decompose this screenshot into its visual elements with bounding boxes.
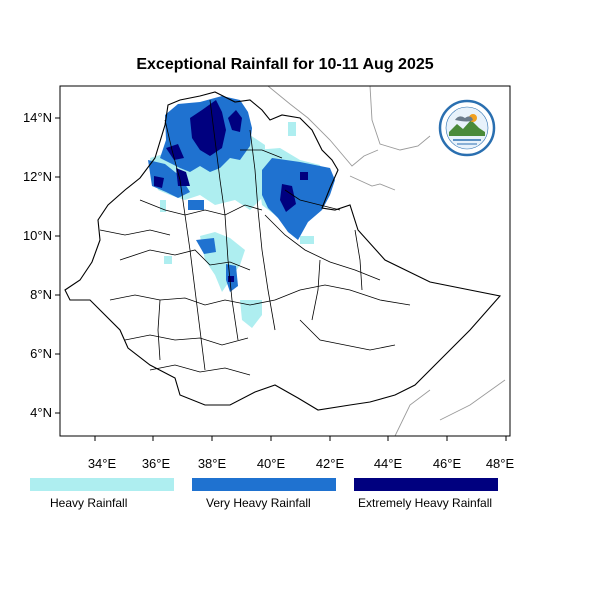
meteorology-institute-logo [438,99,496,157]
axis-ticks [55,117,507,441]
x-tick-label: 34°E [88,456,117,471]
y-tick-label: 12°N [23,169,52,184]
map-frame [59,85,511,437]
x-tick-label: 36°E [142,456,171,471]
y-tick-label: 4°N [30,405,52,420]
legend-swatch-very-heavy [192,478,336,491]
neighbor-borders [267,86,506,436]
y-tick-labels: 14°N 12°N 10°N 8°N 6°N 4°N [23,110,52,420]
legend-swatch-heavy [30,478,174,491]
y-tick-label: 8°N [30,287,52,302]
legend-label-very-heavy: Very Heavy Rainfall [206,496,311,510]
x-tick-label: 40°E [257,456,286,471]
map-title: Exceptional Rainfall for 10-11 Aug 2025 [136,56,434,73]
very-heavy-rainfall-areas [148,96,335,292]
x-tick-label: 46°E [433,456,462,471]
x-tick-label: 38°E [198,456,227,471]
legend-label-extremely-heavy: Extremely Heavy Rainfall [358,496,493,510]
y-tick-label: 6°N [30,346,52,361]
legend-swatch-extremely-heavy [354,478,498,491]
y-tick-label: 14°N [23,110,52,125]
legend-extremely-heavy-rainfall: Extremely Heavy Rainfall [354,478,498,510]
extremely-heavy-rainfall-areas [154,100,308,282]
legend-heavy-rainfall: Heavy Rainfall [30,478,174,510]
legend-very-heavy-rainfall: Very Heavy Rainfall [192,478,336,510]
x-tick-labels: 34°E 36°E 38°E 40°E 42°E 44°E 46°E 48°E [88,456,515,471]
y-tick-label: 10°N [23,228,52,243]
admin-boundaries [99,99,411,376]
x-tick-label: 44°E [374,456,403,471]
x-tick-label: 42°E [316,456,345,471]
legend-label-heavy: Heavy Rainfall [50,496,128,510]
x-tick-label: 48°E [486,456,515,471]
rainfall-overlay [148,96,335,328]
country-outline [64,91,502,411]
